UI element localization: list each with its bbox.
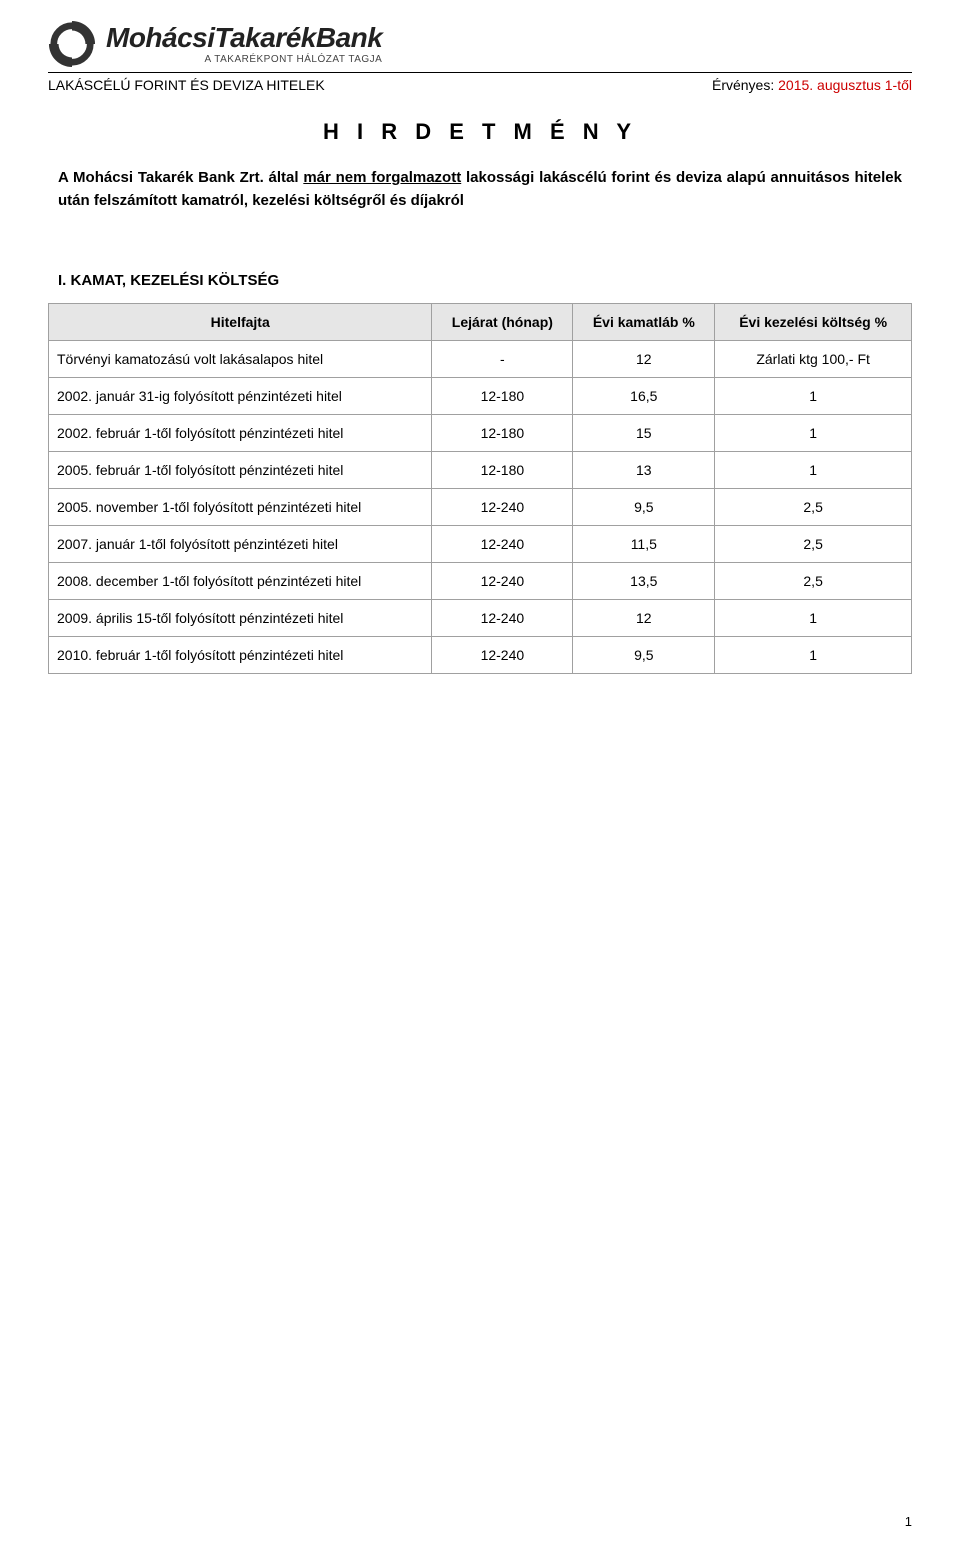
cell-kamat: 13 — [573, 452, 715, 489]
cell-lejarat: 12-240 — [432, 489, 573, 526]
cell-ktg: 1 — [715, 600, 912, 637]
table-header-row: Hitelfajta Lejárat (hónap) Évi kamatláb … — [49, 304, 912, 341]
table-row: 2002. február 1-től folyósított pénzinté… — [49, 415, 912, 452]
valid-prefix: Érvényes: — [712, 77, 778, 93]
cell-lejarat: 12-240 — [432, 526, 573, 563]
cell-lejarat: - — [432, 341, 573, 378]
logo-main-text: MohácsiTakarékBank — [106, 24, 382, 52]
cell-label: 2007. január 1-től folyósított pénzintéz… — [49, 526, 432, 563]
intro-paragraph: A Mohácsi Takarék Bank Zrt. által már ne… — [58, 167, 902, 212]
logo: MohácsiTakarékBank A TAKARÉKPONT HÁLÓZAT… — [48, 20, 912, 68]
col-hitelfajta: Hitelfajta — [49, 304, 432, 341]
header-row: LAKÁSCÉLÚ FORINT ÉS DEVIZA HITELEK Érvén… — [48, 77, 912, 93]
cell-lejarat: 12-240 — [432, 637, 573, 674]
logo-text-block: MohácsiTakarékBank A TAKARÉKPONT HÁLÓZAT… — [106, 24, 382, 65]
cell-ktg: 1 — [715, 637, 912, 674]
page-title: H I R D E T M É N Y — [48, 119, 912, 145]
table-row: Törvényi kamatozású volt lakásalapos hit… — [49, 341, 912, 378]
cell-ktg: 1 — [715, 415, 912, 452]
table-row: 2005. november 1-től folyósított pénzint… — [49, 489, 912, 526]
cell-lejarat: 12-180 — [432, 452, 573, 489]
header-right: Érvényes: 2015. augusztus 1-től — [712, 77, 912, 93]
cell-ktg: 1 — [715, 452, 912, 489]
cell-ktg: 2,5 — [715, 563, 912, 600]
col-lejarat: Lejárat (hónap) — [432, 304, 573, 341]
cell-label: 2010. február 1-től folyósított pénzinté… — [49, 637, 432, 674]
cell-kamat: 9,5 — [573, 489, 715, 526]
rates-table: Hitelfajta Lejárat (hónap) Évi kamatláb … — [48, 303, 912, 674]
cell-ktg: 2,5 — [715, 526, 912, 563]
intro-underlined: már nem forgalmazott — [303, 169, 461, 186]
cell-label: Törvényi kamatozású volt lakásalapos hit… — [49, 341, 432, 378]
cell-label: 2002. január 31-ig folyósított pénzintéz… — [49, 378, 432, 415]
table-row: 2009. április 15-től folyósított pénzint… — [49, 600, 912, 637]
cell-ktg: 2,5 — [715, 489, 912, 526]
table-row: 2010. február 1-től folyósított pénzinté… — [49, 637, 912, 674]
table-row: 2002. január 31-ig folyósított pénzintéz… — [49, 378, 912, 415]
cell-label: 2005. november 1-től folyósított pénzint… — [49, 489, 432, 526]
cell-lejarat: 12-180 — [432, 378, 573, 415]
cell-label: 2002. február 1-től folyósított pénzinté… — [49, 415, 432, 452]
intro-part1: A Mohácsi Takarék Bank Zrt. által — [58, 169, 303, 186]
cell-kamat: 11,5 — [573, 526, 715, 563]
cell-kamat: 12 — [573, 341, 715, 378]
col-ktg: Évi kezelési költség % — [715, 304, 912, 341]
table-row: 2005. február 1-től folyósított pénzinté… — [49, 452, 912, 489]
cell-kamat: 12 — [573, 600, 715, 637]
page-number: 1 — [905, 1514, 912, 1529]
table-row: 2007. január 1-től folyósított pénzintéz… — [49, 526, 912, 563]
bank-logo-icon — [48, 20, 96, 68]
cell-label: 2009. április 15-től folyósított pénzint… — [49, 600, 432, 637]
cell-kamat: 16,5 — [573, 378, 715, 415]
cell-kamat: 15 — [573, 415, 715, 452]
cell-lejarat: 12-240 — [432, 600, 573, 637]
cell-label: 2005. február 1-től folyósított pénzinté… — [49, 452, 432, 489]
cell-kamat: 13,5 — [573, 563, 715, 600]
section-title: I. KAMAT, KEZELÉSI KÖLTSÉG — [58, 272, 912, 289]
cell-ktg: Zárlati ktg 100,- Ft — [715, 341, 912, 378]
valid-date: 2015. augusztus 1-től — [778, 77, 912, 93]
cell-lejarat: 12-180 — [432, 415, 573, 452]
header-left: LAKÁSCÉLÚ FORINT ÉS DEVIZA HITELEK — [48, 77, 325, 93]
table-row: 2008. december 1-től folyósított pénzint… — [49, 563, 912, 600]
col-kamat: Évi kamatláb % — [573, 304, 715, 341]
cell-kamat: 9,5 — [573, 637, 715, 674]
divider — [48, 72, 912, 73]
cell-ktg: 1 — [715, 378, 912, 415]
logo-sub-text: A TAKARÉKPONT HÁLÓZAT TAGJA — [106, 54, 382, 65]
cell-label: 2008. december 1-től folyósított pénzint… — [49, 563, 432, 600]
page: MohácsiTakarékBank A TAKARÉKPONT HÁLÓZAT… — [0, 0, 960, 1549]
cell-lejarat: 12-240 — [432, 563, 573, 600]
